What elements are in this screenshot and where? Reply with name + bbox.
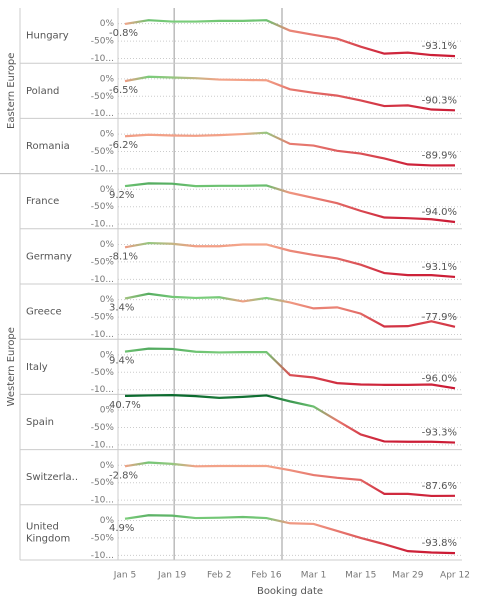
group-label: Western Europe [6,327,17,406]
y-tick-label: 0% [100,350,115,360]
y-tick-label: -10... [91,385,114,395]
y-tick-label: 0% [100,516,115,526]
y-tick-label: -50% [91,147,115,157]
y-tick-label: 0% [100,406,115,416]
y-tick-label: 0% [100,240,115,250]
row-label: Switzerla.. [26,472,78,483]
y-tick-label: -50% [91,257,115,267]
row-label: Italy [26,362,48,373]
row-label: Hungary [26,31,69,42]
value-label: -93.8% [422,538,457,549]
line [124,75,456,112]
y-tick-label: -10... [91,551,114,561]
y-tick-label: 0% [100,295,115,305]
row-label: Greece [26,307,62,318]
row-label: Germany [26,251,72,262]
x-tick-label: Feb 2 [207,571,232,581]
line [124,393,456,444]
y-tick-label: -10... [91,164,114,174]
value-label: -77.9% [422,312,457,323]
x-tick-label: Jan 19 [157,571,186,581]
row-label: France [26,196,59,207]
line [124,131,456,167]
y-tick-label: 0% [100,185,115,195]
x-tick-label: Mar 15 [345,571,376,581]
x-tick-label: Apr 12 [440,571,470,581]
line [124,514,456,555]
y-tick-label: -50% [91,368,115,378]
value-label: -2.8% [109,470,138,481]
value-label: -93.3% [422,428,457,439]
x-tick-label: Mar 1 [301,571,327,581]
line [124,19,456,58]
row-label: Spain [26,417,54,428]
y-tick-label: 0% [100,461,115,471]
x-axis-label: Booking date [257,586,323,597]
line [124,182,456,224]
y-tick-label: -10... [91,275,114,285]
y-tick-label: -50% [91,37,115,47]
x-tick-label: Jan 5 [113,571,136,581]
y-tick-label: -50% [91,92,115,102]
value-label: -6.5% [109,85,138,96]
value-label: -8.1% [109,251,138,262]
x-tick-label: Feb 16 [251,571,282,581]
y-tick-label: -10... [91,109,114,119]
y-tick-label: 0% [100,19,115,29]
y-tick-label: -10... [91,54,114,64]
value-label: -6.2% [109,140,138,151]
value-label: 4.9% [109,523,134,534]
y-tick-label: -10... [91,440,114,450]
line [124,241,456,279]
line [124,461,456,498]
row-label: Romania [26,141,70,152]
y-tick-label: 0% [100,74,115,84]
value-label: -89.9% [422,150,457,161]
value-label: -0.8% [109,28,138,39]
value-label: 9.2% [109,190,134,201]
value-label: -96.0% [422,373,457,384]
value-label: -93.1% [422,262,457,273]
y-tick-label: -50% [91,313,115,323]
value-label: 3.4% [109,302,134,313]
row-label: United Kingdom [26,521,70,544]
y-tick-label: -10... [91,496,114,506]
y-tick-label: -10... [91,330,114,340]
y-tick-label: -50% [91,423,115,433]
value-label: -87.6% [422,481,457,492]
value-label: -94.0% [422,207,457,218]
y-tick-label: -50% [91,478,115,488]
group-label: Eastern Europe [6,53,17,129]
line [124,292,456,328]
y-tick-label: 0% [100,130,115,140]
y-tick-label: -10... [91,220,114,230]
x-tick-label: Mar 29 [392,571,424,581]
value-label: 9.4% [109,356,134,367]
y-tick-label: -50% [91,202,115,212]
row-label: Poland [26,86,59,97]
value-label: 40.7% [109,400,141,411]
y-tick-label: -50% [91,533,115,543]
line [124,347,456,390]
value-label: -90.3% [422,95,457,106]
value-label: -93.1% [422,41,457,52]
